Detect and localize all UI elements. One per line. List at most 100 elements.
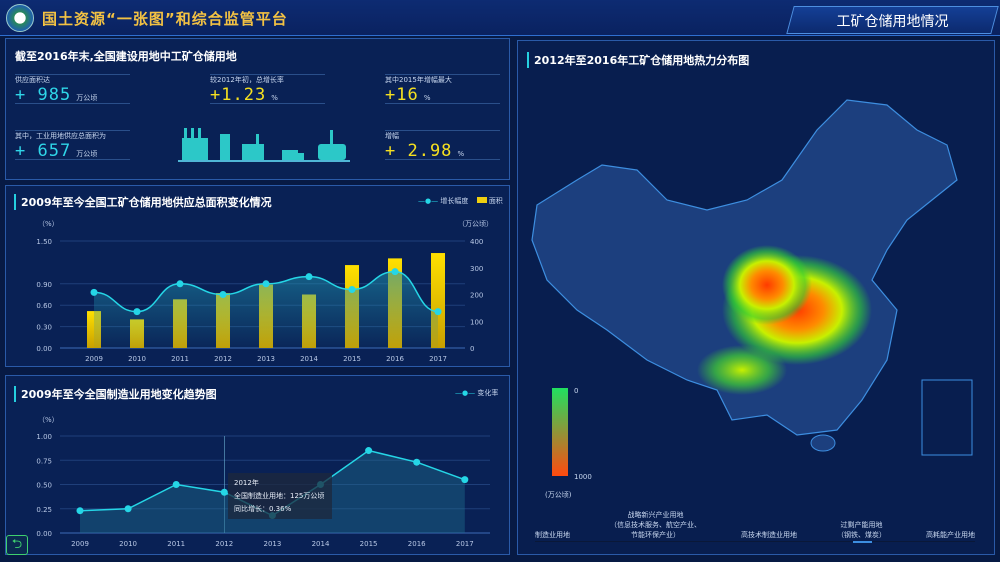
line-point [262,280,270,288]
y-tick-left: 1.50 [36,238,52,246]
stat-label: 其中，工业用地供应总面积为 [15,132,106,140]
summary-title: 截至2016年末,全国建设用地中工矿仓储用地 [15,50,237,63]
y-tick: 1.00 [36,433,52,441]
x-tick: 2012 [214,355,232,363]
logo [6,4,34,32]
chart2-legend[interactable]: —●— 变化率 [455,388,498,398]
scale-max: 1000 [574,473,592,481]
x-tick: 2015 [360,540,378,548]
y-tick-right: 200 [470,292,483,300]
stat-value: +16 [385,85,419,105]
tower-icon [220,134,230,160]
line-point [90,288,98,296]
line-point [172,481,180,488]
stat-unit: % [271,94,278,102]
tooltip-line2: 同比增长：0.36% [234,505,292,513]
category-label: 过剩产能用地 [840,521,883,529]
warehouse-icon [318,144,346,160]
line-point [305,273,313,281]
category-tab[interactable]: 制造业用地 [535,530,570,540]
heat-scale-bar [552,388,568,476]
supply-area-chart: 0.00 0.30 0.60 0.90 1.50 0 100 200 300 400 （%） （万公顷… [36,220,493,363]
map-title: 2012年至2016年工矿仓储用地热力分布图 [527,52,749,68]
x-tick: 2011 [167,540,185,548]
category-sub2: 节能环保产业） [631,531,680,539]
back-icon: ⮌ [11,537,23,552]
category-sub: （钢铁、煤炭） [837,531,886,539]
chart1-title: 2009年至今全国工矿仓储用地供应总面积变化情况 [14,194,272,210]
legend-line-icon: —●— [455,389,476,397]
app-title: 国土资源“一张图”和综合监管平台 [42,10,288,28]
x-tick: 2010 [119,540,137,548]
truck-icon [282,150,298,160]
y-tick-left: 0.30 [36,324,52,332]
chart2-title: 2009年至今全国制造业用地变化趋势图 [14,386,217,402]
factory-icons [182,128,346,160]
y-tick: 0.75 [36,457,52,465]
category-tab[interactable]: 高耗能产业用地 [926,530,975,540]
category-tab[interactable]: 战略新兴产业用地 （信息技术服务、航空产业、 节能环保产业） [610,510,701,540]
section-tab[interactable]: 工矿仓储用地情况 [836,14,949,30]
category-label: 制造业用地 [535,531,570,539]
stat-card: 增幅 + 2.98 % [385,130,500,161]
y-tick: 0.00 [36,530,52,538]
y-tick-right: 100 [470,318,483,326]
line-point [176,280,184,288]
line-point [76,507,84,515]
stat-label: 增幅 [385,132,399,140]
y-tick-right: 400 [470,238,483,246]
back-button[interactable]: ⮌ [6,535,28,555]
y-tick: 0.25 [36,506,52,514]
y-tick-left: 0.90 [36,281,52,289]
line-point [413,458,421,466]
category-tab[interactable]: 过剩产能用地 （钢铁、煤炭） [837,520,886,540]
line-point [124,505,132,513]
south-sea-inset [921,379,973,456]
y-label-right: （万公顷） [458,220,493,228]
heat-hotspot-north [722,245,812,325]
stat-card: 供应面积达 + 985 万公顷 [15,74,130,105]
x-tick: 2014 [300,355,318,363]
stat-value: + 2.98 [385,141,453,161]
line-point [365,447,373,455]
stat-label: 供应面积达 [15,76,50,84]
x-tick: 2011 [171,355,189,363]
heat-hotspot-southwest [697,345,787,395]
plant-icon [242,144,264,160]
stat-label: 较2012年初，总增长率 [210,76,284,84]
china-heat-map[interactable] [517,60,995,460]
y-tick: 0.50 [36,482,52,490]
line-point [219,291,227,298]
manufacturing-chart: 0.00 0.25 0.50 0.75 1.00 （%） 2009 2010 2011 2012 2… [36,416,490,548]
stat-value: + 985 [15,85,72,105]
scale-unit: (万公顷) [545,491,572,499]
stat-value: + 657 [15,141,72,161]
chart1-legend[interactable]: —●— 增长幅度 面积 [418,196,503,206]
line-point [133,308,141,316]
stat-card: 其中2015年增幅最大 +16 % [385,74,500,105]
x-tick: 2009 [71,540,89,548]
x-tick: 2016 [386,355,404,363]
y-label-left: （%） [38,220,59,228]
category-label: 高技术制造业用地 [741,531,797,539]
category-label: 高耗能产业用地 [926,531,975,539]
category-tab[interactable]: 高技术制造业用地 [741,530,797,540]
hainan-island [810,434,836,452]
x-tick: 2012 [215,540,233,548]
x-tick: 2010 [128,355,146,363]
legend-line-icon: —●— [418,197,439,205]
legend-rate: 变化率 [477,389,499,397]
x-tick: 2009 [85,355,103,363]
stat-card: 其中，工业用地供应总面积为 + 657 万公顷 [15,130,130,161]
x-tick: 2016 [408,540,426,548]
category-sub: （信息技术服务、航空产业、 [610,521,701,529]
category-tabs: 制造业用地 战略新兴产业用地 （信息技术服务、航空产业、 节能环保产业） 高技术制造业用… [535,500,975,540]
category-label: 战略新兴产业用地 [627,511,684,519]
stat-unit: % [423,94,431,102]
active-category-indicator [853,541,872,543]
industry-illustration [178,126,350,162]
stat-card: 较2012年初，总增长率 +1.23 % [210,74,325,105]
stat-value: +1.23 [210,85,267,105]
scale-min: 0 [574,387,579,395]
factory-icon [182,138,208,160]
